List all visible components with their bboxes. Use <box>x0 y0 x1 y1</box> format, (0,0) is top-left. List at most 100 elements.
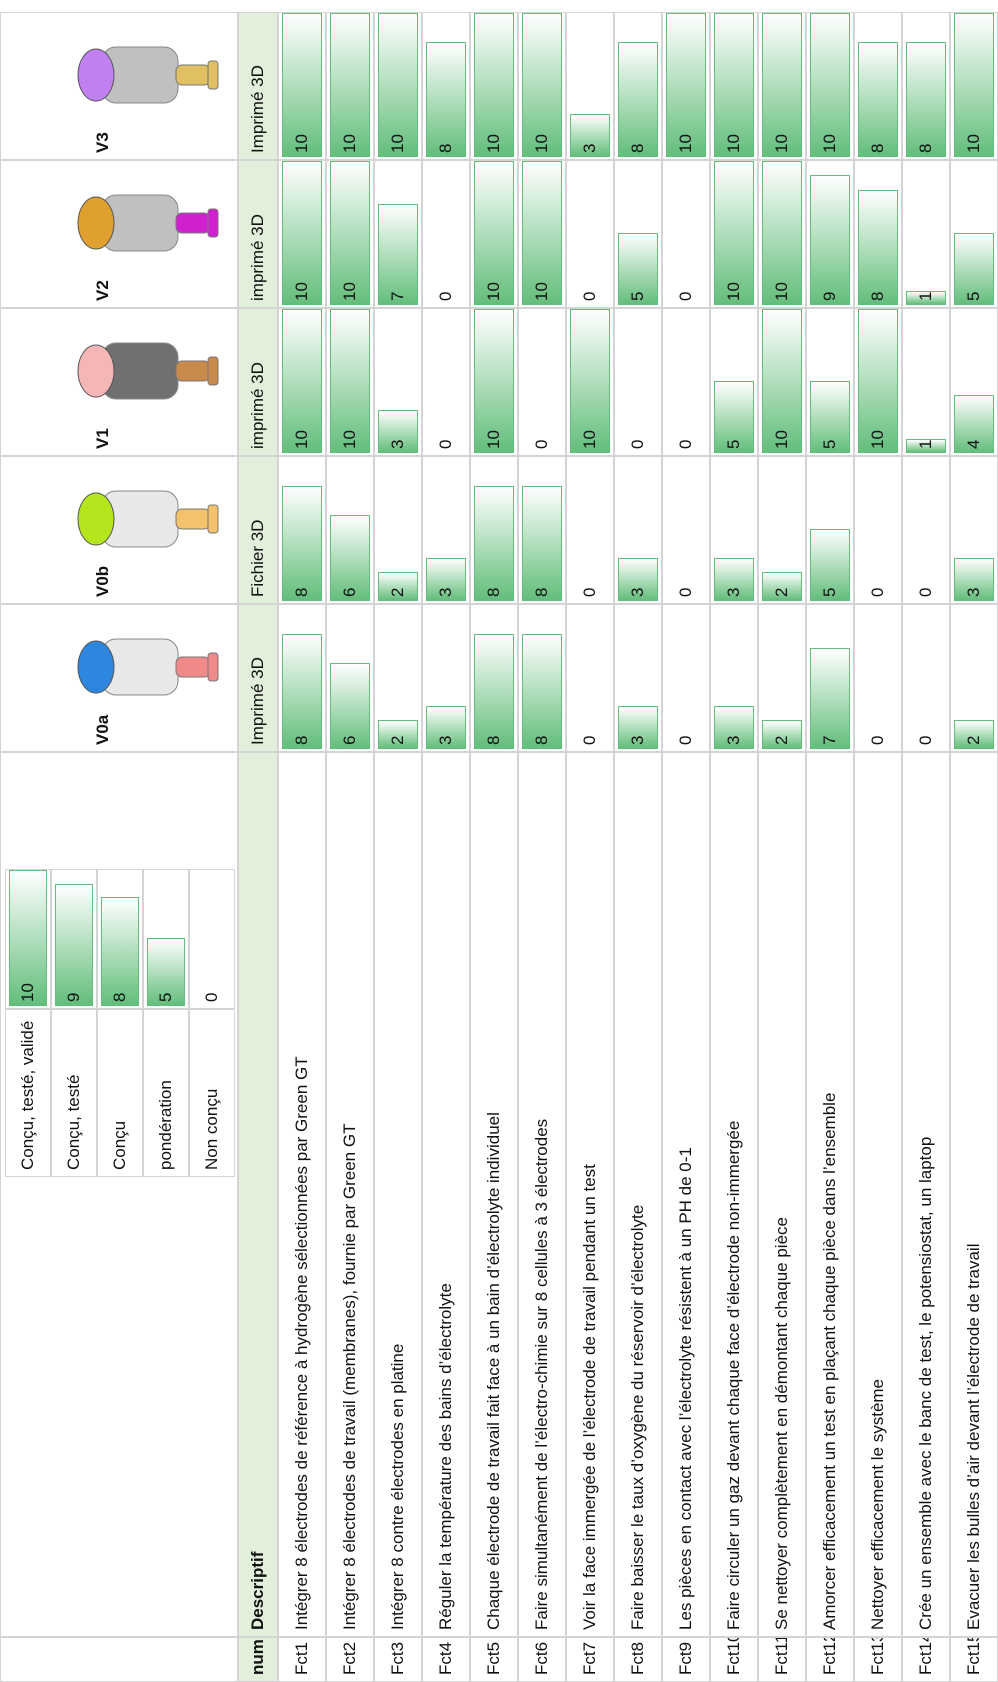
row-num: Fct4 <box>422 1637 470 1682</box>
score-cell: 0 <box>422 308 470 456</box>
version-cell: V2 <box>0 160 238 308</box>
row-descriptif: Intégrer 8 contre électrodes en platine <box>374 752 422 1637</box>
score: 3 <box>724 587 743 597</box>
score-cell: 2 <box>758 604 806 752</box>
version-name: V2 <box>93 280 112 301</box>
legend-label: Conçu, testé, validé <box>5 1009 51 1177</box>
score-cell: 5 <box>710 308 758 456</box>
score-cell: 0 <box>902 456 950 604</box>
score-cell: 0 <box>518 308 566 456</box>
score: 3 <box>724 735 743 745</box>
legend-label: Conçu, testé <box>51 1009 97 1177</box>
row-descriptif: Faire baisser le taux d’oxygène du réser… <box>614 752 662 1637</box>
score: 10 <box>772 134 791 153</box>
score: 5 <box>964 291 983 301</box>
score-cell: 0 <box>662 456 710 604</box>
score: 8 <box>868 143 887 153</box>
score: 0 <box>580 735 599 745</box>
score: 1 <box>916 291 935 301</box>
row-num: Fct11 <box>758 1637 806 1682</box>
row-descriptif: Amorcer efficacement un test en plaçant … <box>806 752 854 1637</box>
score-cell: 8 <box>902 12 950 160</box>
score-cell: 0 <box>854 604 902 752</box>
score-cell: 8 <box>854 12 902 160</box>
score-cell: 3 <box>566 12 614 160</box>
score-cell: 3 <box>422 456 470 604</box>
row-num: Fct5 <box>470 1637 518 1682</box>
fabrication: Imprimé 3D <box>238 12 278 160</box>
score: 10 <box>532 282 551 301</box>
score-cell: 2 <box>950 604 998 752</box>
score-cell: 8 <box>278 604 326 752</box>
score-cell: 0 <box>566 160 614 308</box>
data-bar <box>522 485 562 601</box>
row-num: Fct12 <box>806 1637 854 1682</box>
score: 10 <box>292 134 311 153</box>
score: 0 <box>676 587 695 597</box>
row-num: Fct8 <box>614 1637 662 1682</box>
score: 8 <box>110 992 129 1002</box>
score: 0 <box>676 291 695 301</box>
legend-label: Non conçu <box>189 1009 235 1177</box>
score-cell: 7 <box>374 160 422 308</box>
score-cell: 10 <box>518 160 566 308</box>
score: 8 <box>292 587 311 597</box>
score-cell: 10 <box>470 160 518 308</box>
header-num: num <box>238 1637 278 1682</box>
score: 8 <box>868 291 887 301</box>
data-bar <box>101 897 139 1006</box>
score-cell: 10 <box>806 12 854 160</box>
score: 0 <box>868 735 887 745</box>
score-cell: 10 <box>374 12 422 160</box>
score: 8 <box>484 735 503 745</box>
score: 10 <box>388 134 407 153</box>
row-descriptif: Intégrer 8 électrodes de référence à hyd… <box>278 752 326 1637</box>
score: 8 <box>532 735 551 745</box>
score-cell: 8 <box>518 604 566 752</box>
score: 8 <box>916 143 935 153</box>
score-cell: 0 <box>566 456 614 604</box>
score-cell: 2 <box>758 456 806 604</box>
score-cell: 4 <box>950 308 998 456</box>
score-cell: 0 <box>662 308 710 456</box>
legend-bar-cell: 0 <box>189 869 235 1009</box>
score: 10 <box>532 134 551 153</box>
data-bar <box>858 41 898 157</box>
score: 2 <box>388 735 407 745</box>
score: 5 <box>156 992 175 1002</box>
score: 10 <box>820 134 839 153</box>
row-descriptif: Chaque électrode de travail fait face à … <box>470 752 518 1637</box>
score: 7 <box>388 291 407 301</box>
row-num: Fct13 <box>854 1637 902 1682</box>
score: 5 <box>628 291 647 301</box>
legend-bar-cell: 10 <box>5 869 51 1009</box>
score-cell: 8 <box>614 12 662 160</box>
product-image <box>77 194 219 252</box>
score-cell: 3 <box>950 456 998 604</box>
product-image <box>77 46 219 104</box>
score: 1 <box>916 439 935 449</box>
score-cell: 0 <box>662 604 710 752</box>
score-cell: 2 <box>374 456 422 604</box>
data-bar <box>858 189 898 305</box>
version-name: V1 <box>93 428 112 449</box>
data-bar <box>474 485 514 601</box>
score: 8 <box>532 587 551 597</box>
version-cell: V0b <box>0 456 238 604</box>
score: 10 <box>340 282 359 301</box>
score: 6 <box>340 587 359 597</box>
score: 0 <box>868 587 887 597</box>
score-cell: 10 <box>326 308 374 456</box>
score: 10 <box>18 983 37 1002</box>
score: 9 <box>64 992 83 1002</box>
score-cell: 10 <box>566 308 614 456</box>
score: 0 <box>916 735 935 745</box>
score-cell: 6 <box>326 604 374 752</box>
score: 5 <box>820 439 839 449</box>
score-cell: 0 <box>422 160 470 308</box>
score-cell: 5 <box>614 160 662 308</box>
score: 0 <box>916 587 935 597</box>
score: 10 <box>340 134 359 153</box>
version-name: V0a <box>93 714 112 745</box>
